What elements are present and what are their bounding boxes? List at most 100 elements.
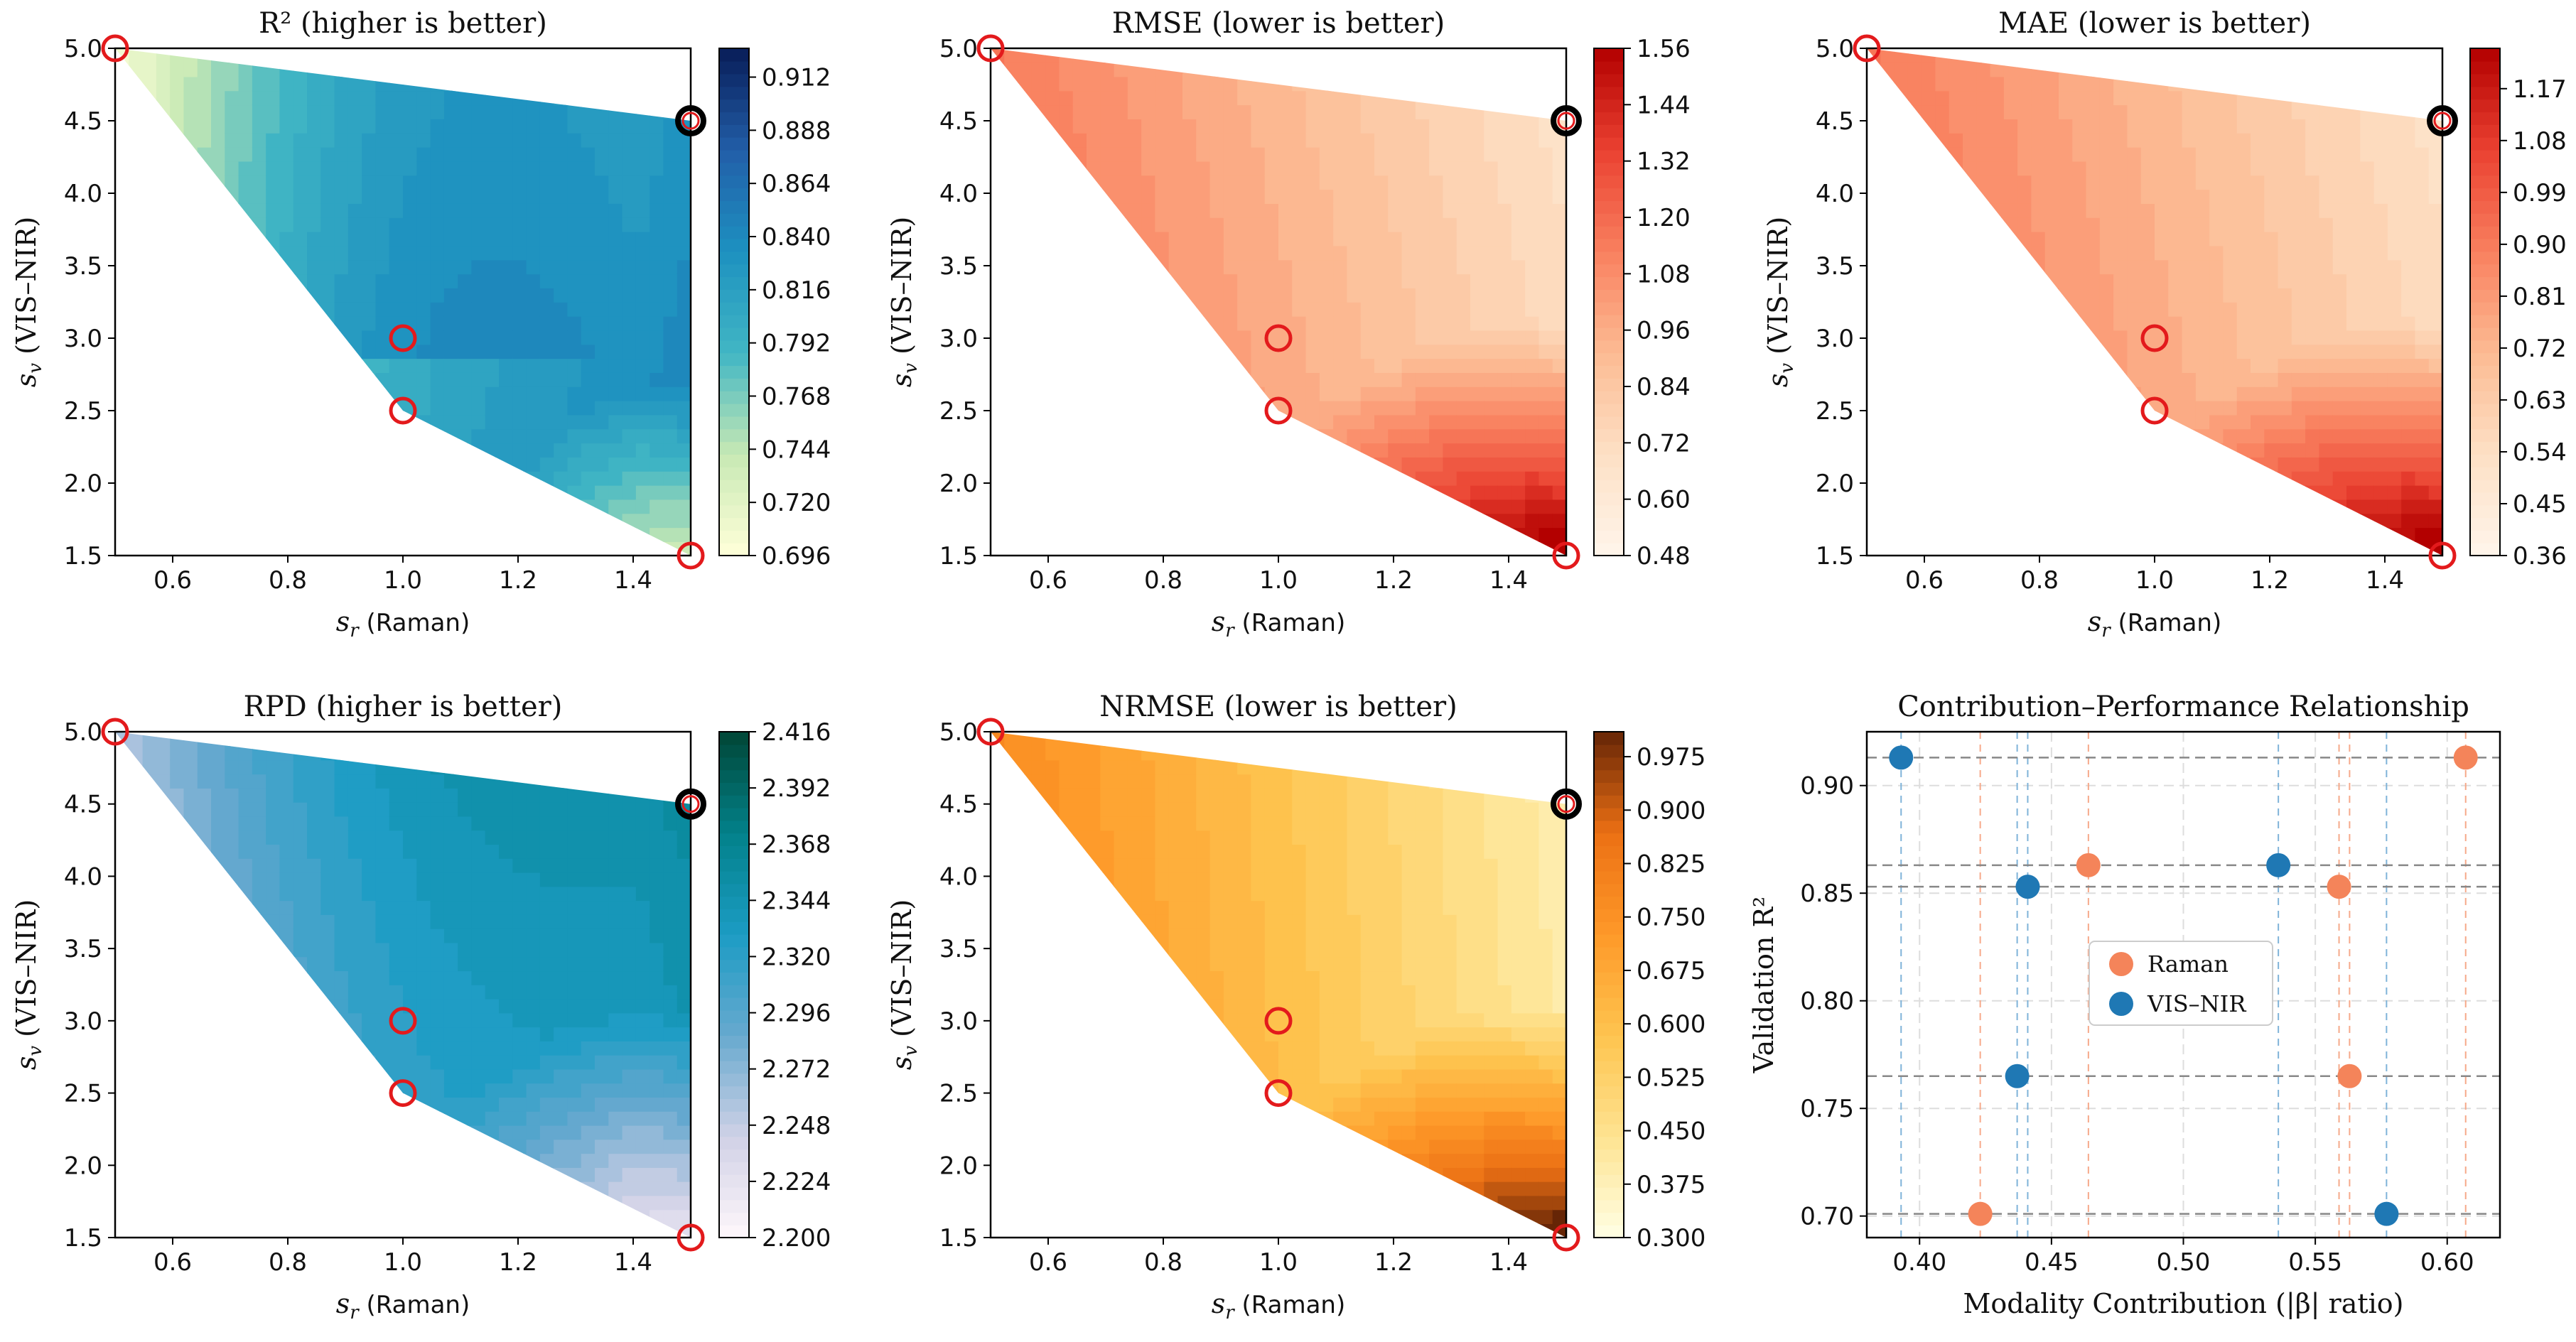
colorbar-band	[719, 1212, 749, 1225]
colorbar-frame	[718, 48, 750, 556]
heatmap-field	[991, 732, 1566, 1238]
x-axis-label: sr (Raman)	[336, 606, 470, 642]
colorbar-band	[1594, 1212, 1624, 1225]
colorbar-band	[719, 1048, 749, 1061]
heatmap-panel-3: 0.6 0.8 1.0 1.2 1.4 1.5 2.0 2.5 3.0 3.5 4.0 4.5 5.0 M…	[1762, 7, 2567, 642]
y-tick-label: 3.5	[64, 935, 102, 963]
x-axis-label: Modality Contribution (|β| ratio)	[1963, 1288, 2404, 1319]
colorbar-band	[719, 543, 749, 556]
colorbar-band	[2470, 86, 2500, 100]
best-marker-inner	[681, 112, 700, 130]
candidate-marker	[976, 718, 1005, 746]
x-label-text: (Raman)	[1234, 609, 1346, 637]
colorbar-tick-label: 0.36	[2513, 542, 2567, 570]
colorbar-band	[719, 289, 749, 303]
x-tick-label: 0.60	[2420, 1248, 2474, 1277]
colorbar-band	[1594, 909, 1624, 922]
panel-title: MAE (lower is better)	[1998, 7, 2311, 40]
y-label-text: (VIS–NIR)	[11, 217, 42, 363]
colorbar-band	[1594, 454, 1624, 467]
colorbar-tick-label: 1.44	[1637, 91, 1691, 119]
colorbar-band	[2470, 200, 2500, 214]
colorbar-band	[2470, 340, 2500, 354]
colorbar-tick-label: 2.320	[762, 943, 831, 971]
colorbar-band	[719, 200, 749, 214]
colorbar-band	[1594, 769, 1624, 783]
panel-title: NRMSE (lower is better)	[1099, 691, 1457, 723]
x-tick-label: 0.6	[153, 1248, 192, 1277]
panel-title: Contribution–Performance Relationship	[1897, 691, 2469, 723]
y-tick-label: 2.0	[939, 470, 978, 498]
y-label-text: (VIS–NIR)	[886, 899, 917, 1046]
candidate-marker	[101, 34, 129, 63]
colorbar-band	[719, 213, 749, 227]
y-tick-label: 5.0	[64, 718, 102, 747]
colorbar-band	[1594, 1225, 1624, 1238]
colorbar-band	[719, 238, 749, 252]
colorbar-band	[1594, 1010, 1624, 1024]
colorbar: 0.36 0.45 0.54 0.63 0.72 0.81 0.90 0.99 1.08 1.17	[2469, 48, 2567, 570]
scatter-point-visnir	[2005, 1064, 2030, 1088]
x-axis-label: sr (Raman)	[1212, 1288, 1346, 1324]
colorbar-tick-label: 0.744	[762, 435, 831, 464]
panel-title: RPD (higher is better)	[244, 691, 563, 723]
colorbar-band	[1594, 757, 1624, 771]
x-label-text: (Raman)	[1234, 1291, 1346, 1319]
x-tick-label: 0.6	[1029, 566, 1067, 595]
colorbar-band	[719, 985, 749, 998]
y-tick-label: 3.5	[1816, 252, 1854, 281]
x-tick-label: 1.4	[614, 1248, 652, 1277]
colorbar-band	[719, 99, 749, 113]
colorbar-tick-label: 0.675	[1637, 957, 1705, 985]
legend-marker-raman	[2109, 952, 2133, 976]
x-axis-label: sr (Raman)	[336, 1288, 470, 1324]
colorbar-band	[719, 1098, 749, 1112]
colorbar-band	[1594, 112, 1624, 125]
y-tick-label: 5.0	[1816, 35, 1854, 63]
y-axis-label: sv (VIS–NIR)	[886, 899, 922, 1070]
colorbar-tick-label: 2.272	[762, 1056, 831, 1084]
colorbar-band	[2470, 251, 2500, 265]
colorbar-band	[1594, 264, 1624, 278]
colorbar-band	[719, 997, 749, 1011]
heatmap-field	[115, 732, 691, 1238]
colorbar-band	[719, 530, 749, 543]
colorbar-band	[719, 896, 749, 909]
colorbar-band	[719, 340, 749, 354]
colorbar: 0.300 0.375 0.450 0.525 0.600 0.675 0.750 0.825…	[1593, 731, 1705, 1252]
colorbar-band	[719, 149, 749, 163]
y-label-text: (VIS–NIR)	[886, 217, 917, 363]
best-marker	[675, 788, 706, 820]
colorbar-tick-label: 2.416	[762, 718, 831, 747]
y-label-symbol: s	[886, 374, 917, 388]
colorbar-band	[2470, 352, 2500, 367]
colorbar-band	[719, 1123, 749, 1137]
colorbar-tick-label: 2.224	[762, 1168, 831, 1196]
x-label-symbol: s	[2088, 606, 2102, 637]
colorbar-band	[1594, 213, 1624, 227]
colorbar-band	[1594, 378, 1624, 391]
x-tick-label: 0.8	[2020, 566, 2059, 595]
colorbar-band	[2470, 276, 2500, 290]
colorbar-band	[719, 467, 749, 480]
x-tick-label: 1.4	[2366, 566, 2404, 595]
colorbar-band	[1594, 883, 1624, 897]
colorbar-band	[1594, 73, 1624, 87]
colorbar-tick-label: 0.864	[762, 170, 831, 198]
colorbar-band	[719, 86, 749, 100]
colorbar-band	[719, 1186, 749, 1201]
colorbar-band	[719, 1174, 749, 1188]
colorbar-band	[1594, 934, 1624, 948]
y-label-subscript: v	[1777, 363, 1798, 374]
colorbar-band	[2470, 225, 2500, 239]
y-tick-label: 1.5	[939, 542, 978, 570]
y-label-symbol: s	[1762, 374, 1794, 388]
candidate-marker	[1552, 1223, 1580, 1252]
legend-marker-visnir	[2109, 992, 2133, 1016]
y-label-symbol: s	[11, 1056, 42, 1071]
colorbar-band	[1594, 428, 1624, 443]
y-label-text: (VIS–NIR)	[1762, 217, 1794, 363]
colorbar-band	[2470, 390, 2500, 404]
y-tick-label: 4.5	[64, 791, 102, 819]
y-tick-label: 2.0	[64, 470, 102, 498]
